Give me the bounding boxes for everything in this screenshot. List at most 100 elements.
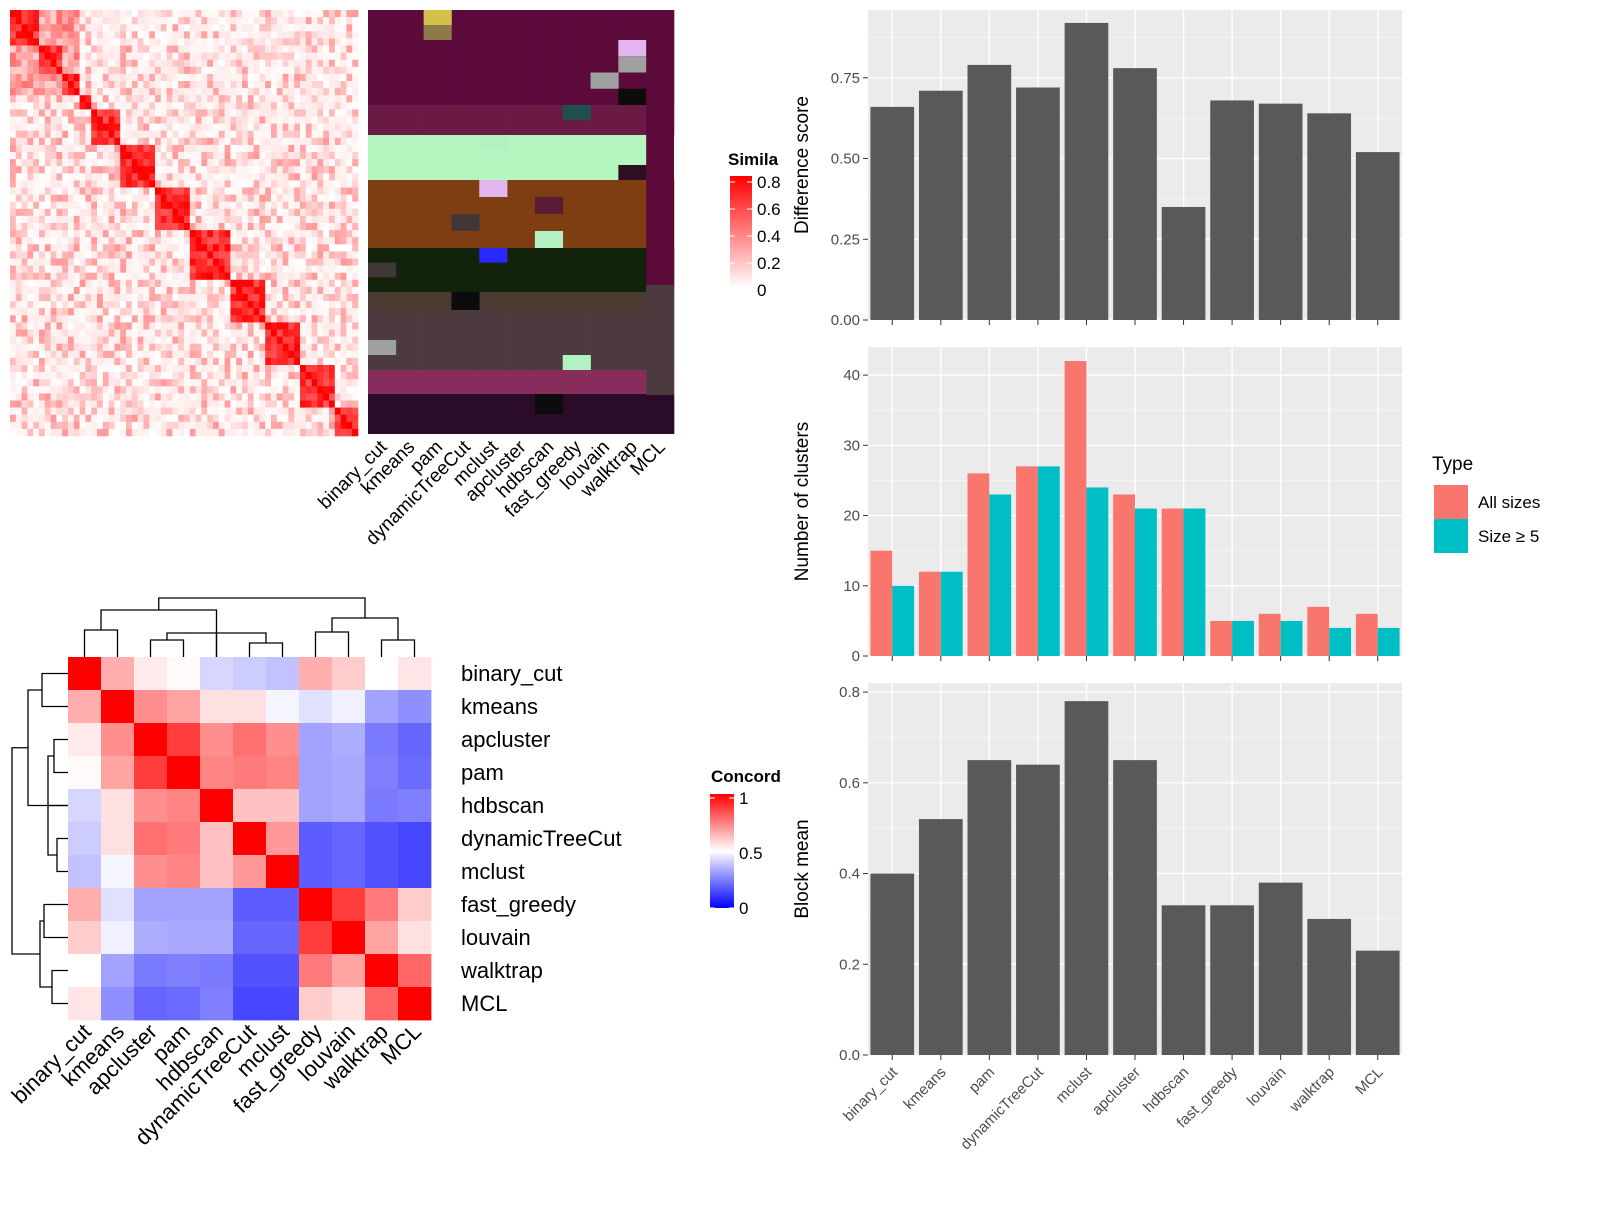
similarity-cell <box>282 116 289 124</box>
similarity-cell <box>62 237 69 245</box>
assignment-band <box>646 285 674 395</box>
similarity-cell <box>236 286 243 295</box>
similarity-cell <box>155 137 162 146</box>
similarity-cell <box>160 208 167 217</box>
similarity-cell <box>79 322 86 330</box>
similarity-cell <box>50 38 57 46</box>
similarity-cell <box>218 95 225 103</box>
similarity-cell <box>224 400 231 408</box>
similarity-cell <box>218 109 225 117</box>
similarity-cell <box>276 286 283 295</box>
similarity-cell <box>184 379 191 387</box>
assignment-band <box>395 248 424 292</box>
similarity-cell <box>195 407 202 415</box>
similarity-cell <box>305 400 312 408</box>
similarity-cell <box>15 10 22 18</box>
similarity-cell <box>207 180 214 188</box>
similarity-cell <box>44 400 51 408</box>
similarity-cell <box>44 187 51 195</box>
similarity-cell <box>346 116 353 124</box>
similarity-cell <box>352 137 359 146</box>
similarity-cell <box>149 230 156 238</box>
similarity-cell <box>10 393 17 401</box>
similarity-cell <box>230 130 237 139</box>
similarity-cell <box>44 73 51 82</box>
similarity-cell <box>172 109 179 117</box>
similarity-cell <box>224 244 231 252</box>
similarity-cell <box>73 365 80 373</box>
similarity-cell <box>120 180 127 188</box>
concordance-cell <box>299 855 333 889</box>
similarity-cell <box>253 152 260 160</box>
similarity-cell <box>21 386 28 394</box>
similarity-cell <box>73 279 80 288</box>
similarity-cell <box>33 10 40 18</box>
similarity-cell <box>21 180 28 188</box>
similarity-cell <box>102 336 109 344</box>
similarity-cell <box>27 386 34 394</box>
type-legend-title: Type <box>1432 454 1473 475</box>
similarity-cell <box>311 294 318 302</box>
similarity-cell <box>62 201 69 210</box>
similarity-cell <box>288 173 295 181</box>
similarity-cell <box>15 414 22 423</box>
similarity-cell <box>21 201 28 210</box>
similarity-cell <box>120 159 127 167</box>
x-tick-label: MCL <box>1352 1064 1386 1098</box>
similarity-cell <box>311 372 318 380</box>
similarity-cell <box>265 38 272 46</box>
similarity-cell <box>329 194 336 202</box>
similarity-cell <box>311 407 318 415</box>
similarity-cell <box>178 38 185 46</box>
similarity-cell <box>143 372 150 380</box>
similarity-cell <box>73 421 80 430</box>
similarity-cell <box>27 400 34 408</box>
similarity-cell <box>10 322 17 330</box>
similarity-cell <box>259 201 266 210</box>
similarity-cell <box>102 308 109 316</box>
similarity-cell <box>236 66 243 75</box>
similarity-cell <box>189 130 196 139</box>
similarity-cell <box>242 251 249 259</box>
similarity-cell <box>33 130 40 139</box>
similarity-cell <box>166 130 173 139</box>
similarity-cell <box>50 372 57 380</box>
similarity-cell <box>294 400 301 408</box>
similarity-cell <box>247 301 254 309</box>
similarity-cell <box>218 294 225 302</box>
similarity-cell <box>207 66 214 75</box>
similarity-cell <box>120 258 127 266</box>
similarity-cell <box>44 350 51 359</box>
similarity-cell <box>230 194 237 202</box>
similarity-cell <box>230 251 237 259</box>
similarity-cell <box>253 365 260 373</box>
similarity-cell <box>178 428 185 437</box>
similarity-cell <box>288 393 295 401</box>
similarity-cell <box>282 152 289 160</box>
assignment-band <box>562 248 591 292</box>
concordance-cell <box>101 723 135 757</box>
similarity-cell <box>288 17 295 25</box>
similarity-cell <box>56 81 63 89</box>
similarity-cell <box>184 31 191 39</box>
concordance-cell <box>233 888 267 922</box>
similarity-cell <box>340 116 347 124</box>
similarity-cell <box>207 386 214 394</box>
bar <box>870 873 915 1055</box>
similarity-cell <box>201 180 208 188</box>
similarity-cell <box>195 365 202 373</box>
similarity-legend-title: Simila <box>728 150 779 169</box>
similarity-cell <box>39 265 46 273</box>
similarity-cell <box>230 315 237 323</box>
similarity-cell <box>323 322 330 330</box>
similarity-cell <box>271 130 278 139</box>
similarity-cell <box>236 173 243 181</box>
similarity-cell <box>323 45 330 53</box>
similarity-cell <box>131 159 138 167</box>
similarity-cell <box>85 66 92 75</box>
similarity-cell <box>294 230 301 238</box>
similarity-cell <box>108 166 115 174</box>
similarity-cell <box>50 137 57 146</box>
similarity-cell <box>317 123 324 131</box>
similarity-cell <box>155 102 162 110</box>
